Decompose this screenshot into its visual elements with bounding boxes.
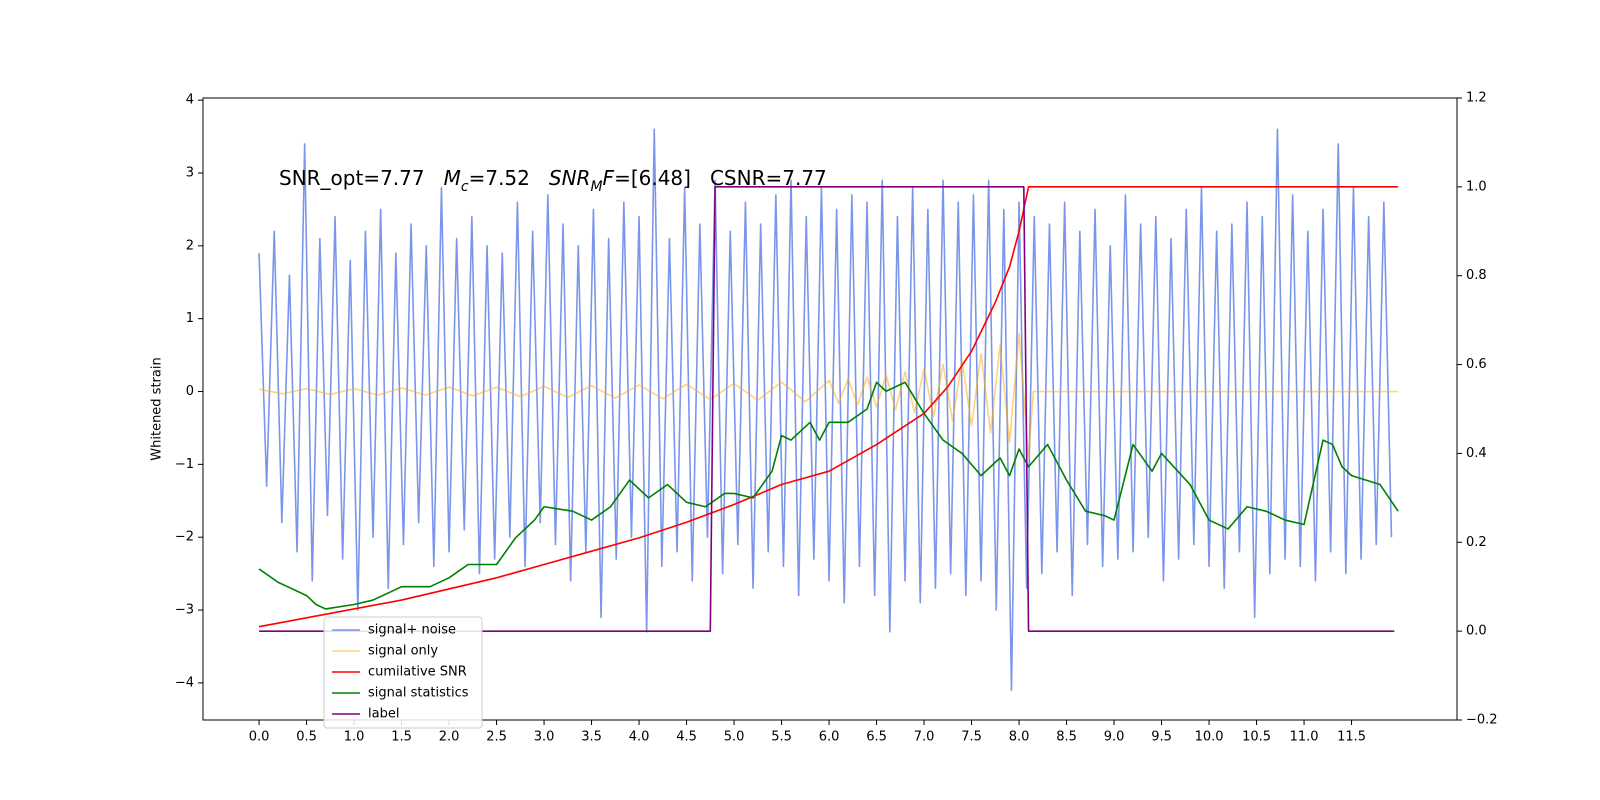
x-tick-label: 6.5 <box>866 730 887 745</box>
annotation-part: =[6.48] <box>614 166 691 190</box>
legend-label: signal only <box>368 644 438 659</box>
x-tick-label: 10.5 <box>1242 730 1271 745</box>
legend-label: signal+ noise <box>368 623 456 638</box>
y2-tick-label: 0.2 <box>1466 535 1487 550</box>
annotation-part: M <box>590 179 602 195</box>
annotation-part: =7.52 <box>469 166 530 190</box>
y2-tick-label: −0.2 <box>1466 713 1498 728</box>
x-tick-label: 3.5 <box>581 730 602 745</box>
y2-tick-label: 0.0 <box>1466 624 1487 639</box>
x-tick-label: 8.5 <box>1056 730 1077 745</box>
y-tick-label: −1 <box>175 457 194 472</box>
x-tick-label: 7.0 <box>914 730 935 745</box>
x-tick-label: 1.5 <box>391 730 412 745</box>
legend-label: label <box>368 707 399 722</box>
x-tick-label: 5.5 <box>771 730 792 745</box>
x-tick-label: 4.0 <box>629 730 650 745</box>
x-tick-label: 7.5 <box>961 730 982 745</box>
x-tick-label: 4.5 <box>676 730 697 745</box>
y-tick-label: −2 <box>175 530 194 545</box>
y-tick-label: 0 <box>186 384 194 399</box>
y2-tick-label: 0.8 <box>1466 268 1487 283</box>
y2-tick-label: 0.4 <box>1466 446 1487 461</box>
annotation-part: M <box>444 166 461 190</box>
y2-tick-label: 1.2 <box>1466 91 1487 106</box>
legend-label: signal statistics <box>368 686 469 701</box>
annotation-part: SNR <box>549 166 591 190</box>
y-tick-label: 2 <box>186 238 194 253</box>
annotation-part: SNR_opt=7.77 <box>279 166 425 190</box>
y-tick-label: 1 <box>186 311 194 326</box>
y-axis-label: Whitened strain <box>150 357 165 460</box>
x-tick-label: 2.5 <box>486 730 507 745</box>
x-tick-label: 6.0 <box>819 730 840 745</box>
x-tick-label: 10.0 <box>1195 730 1224 745</box>
x-tick-label: 8.0 <box>1009 730 1030 745</box>
x-tick-label: 11.5 <box>1337 730 1366 745</box>
y-tick-label: −3 <box>175 603 194 618</box>
x-tick-label: 1.0 <box>344 730 365 745</box>
series-line <box>259 186 1395 632</box>
x-tick-label: 5.0 <box>724 730 745 745</box>
x-tick-label: 9.5 <box>1151 730 1172 745</box>
series-line <box>258 332 1399 458</box>
y-tick-label: −4 <box>175 675 194 690</box>
annotation-part: c <box>461 179 469 195</box>
y2-tick-label: 1.0 <box>1466 179 1487 194</box>
y-tick-label: 4 <box>186 93 194 108</box>
plot-frame <box>202 97 1458 721</box>
legend-label: cumilative SNR <box>368 665 467 680</box>
x-tick-label: 11.0 <box>1290 730 1319 745</box>
annotation: SNR_opt=7.77 Mc=7.52 SNRMF=[6.48] CSNR=7.77 <box>279 166 827 196</box>
series-line <box>258 186 1399 628</box>
y2-tick-label: 0.6 <box>1466 357 1487 372</box>
x-tick-label: 2.0 <box>439 730 460 745</box>
annotation-part: CSNR=7.77 <box>710 166 827 190</box>
x-tick-label: 0.5 <box>296 730 317 745</box>
y-tick-label: 3 <box>186 166 194 181</box>
x-tick-label: 9.0 <box>1104 730 1125 745</box>
annotation-part: F <box>603 166 615 190</box>
series-line <box>258 381 1399 610</box>
x-tick-label: 0.0 <box>249 730 270 745</box>
legend-box <box>323 616 483 729</box>
x-tick-label: 3.0 <box>534 730 555 745</box>
